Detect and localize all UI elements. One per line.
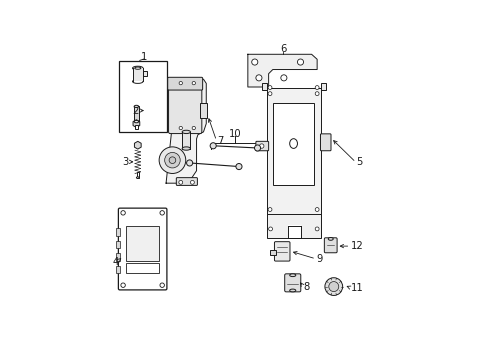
Text: 4: 4 bbox=[112, 257, 118, 267]
Bar bbox=[266, 214, 320, 238]
Text: 5: 5 bbox=[356, 157, 362, 167]
FancyBboxPatch shape bbox=[284, 274, 300, 292]
Circle shape bbox=[254, 145, 260, 151]
Circle shape bbox=[179, 126, 182, 130]
Circle shape bbox=[179, 180, 183, 184]
Circle shape bbox=[315, 208, 319, 211]
Circle shape bbox=[192, 81, 195, 85]
Bar bbox=[116, 240, 120, 248]
Circle shape bbox=[169, 157, 175, 163]
Circle shape bbox=[259, 144, 264, 148]
Circle shape bbox=[267, 208, 271, 211]
Circle shape bbox=[192, 126, 195, 130]
Text: 9: 9 bbox=[316, 254, 322, 264]
Text: 7: 7 bbox=[217, 136, 224, 146]
Bar bbox=[116, 253, 120, 261]
Circle shape bbox=[159, 147, 185, 174]
FancyBboxPatch shape bbox=[324, 238, 336, 253]
Circle shape bbox=[315, 86, 319, 90]
Bar bbox=[261, 82, 267, 90]
Circle shape bbox=[121, 211, 125, 215]
Circle shape bbox=[315, 92, 319, 96]
Circle shape bbox=[121, 283, 125, 287]
Bar bbox=[182, 132, 190, 149]
Bar bbox=[137, 172, 139, 177]
Bar bbox=[143, 72, 147, 76]
Text: 1: 1 bbox=[141, 51, 147, 62]
FancyBboxPatch shape bbox=[167, 77, 202, 90]
FancyBboxPatch shape bbox=[118, 208, 166, 290]
Bar bbox=[132, 68, 143, 81]
Bar bbox=[266, 88, 320, 215]
Circle shape bbox=[297, 59, 303, 65]
Circle shape bbox=[328, 282, 338, 292]
Bar bbox=[287, 225, 300, 238]
Circle shape bbox=[255, 75, 262, 81]
Circle shape bbox=[160, 211, 164, 215]
Ellipse shape bbox=[182, 130, 190, 134]
Circle shape bbox=[160, 283, 164, 287]
Text: 3: 3 bbox=[122, 157, 128, 167]
Text: 12: 12 bbox=[350, 241, 363, 251]
Ellipse shape bbox=[182, 147, 190, 150]
Ellipse shape bbox=[136, 177, 139, 179]
Circle shape bbox=[280, 75, 286, 81]
Ellipse shape bbox=[327, 238, 332, 240]
Bar bbox=[269, 250, 276, 255]
Ellipse shape bbox=[289, 139, 297, 148]
Bar bbox=[116, 266, 120, 273]
FancyBboxPatch shape bbox=[176, 177, 197, 185]
Ellipse shape bbox=[289, 289, 295, 292]
Ellipse shape bbox=[132, 80, 143, 84]
Circle shape bbox=[235, 163, 242, 170]
Polygon shape bbox=[166, 79, 206, 183]
Bar bbox=[134, 107, 138, 122]
Bar bbox=[135, 125, 137, 129]
FancyBboxPatch shape bbox=[320, 134, 330, 151]
Ellipse shape bbox=[132, 66, 143, 70]
Circle shape bbox=[164, 152, 180, 168]
Bar bbox=[125, 226, 159, 261]
Bar bbox=[119, 61, 167, 132]
Ellipse shape bbox=[289, 274, 295, 276]
Circle shape bbox=[251, 59, 257, 65]
FancyBboxPatch shape bbox=[274, 242, 289, 261]
Circle shape bbox=[324, 278, 342, 296]
Bar bbox=[273, 103, 314, 185]
Circle shape bbox=[186, 160, 192, 166]
Text: 2: 2 bbox=[132, 105, 138, 116]
Ellipse shape bbox=[135, 67, 141, 69]
Circle shape bbox=[179, 81, 182, 85]
Ellipse shape bbox=[134, 105, 138, 108]
Ellipse shape bbox=[134, 121, 138, 123]
Circle shape bbox=[210, 143, 216, 149]
Text: 8: 8 bbox=[303, 282, 309, 292]
Bar bbox=[116, 228, 120, 236]
Circle shape bbox=[190, 180, 194, 184]
Circle shape bbox=[315, 227, 319, 231]
Circle shape bbox=[268, 227, 272, 231]
FancyBboxPatch shape bbox=[255, 141, 268, 151]
Polygon shape bbox=[247, 54, 317, 87]
FancyBboxPatch shape bbox=[168, 84, 202, 134]
Text: 6: 6 bbox=[280, 44, 286, 54]
Bar bbox=[200, 103, 207, 118]
Text: 10: 10 bbox=[228, 129, 241, 139]
Circle shape bbox=[267, 86, 271, 90]
Circle shape bbox=[267, 92, 271, 96]
Bar bbox=[320, 82, 325, 90]
Bar bbox=[125, 263, 159, 273]
Text: 11: 11 bbox=[350, 283, 363, 293]
